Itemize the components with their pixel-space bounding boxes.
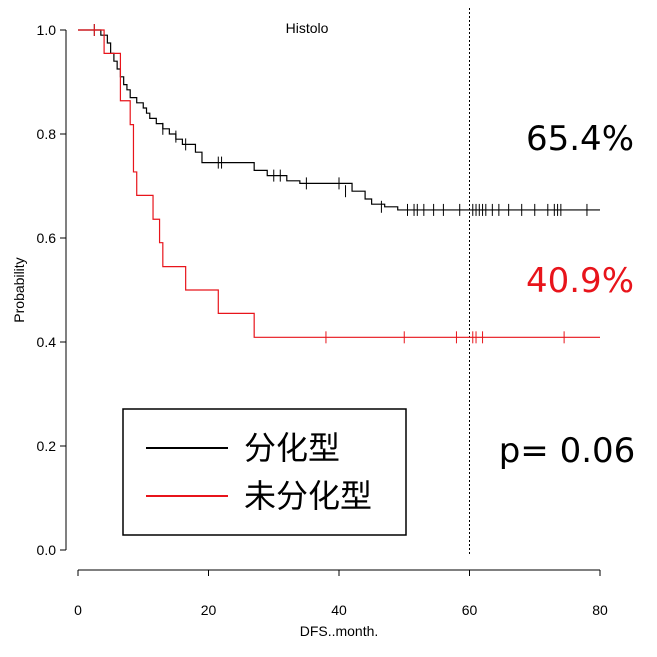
- y-tick-label: 0.0: [37, 542, 57, 558]
- x-tick-label: 20: [201, 602, 217, 618]
- x-axis-title: DFS..month.: [300, 623, 379, 639]
- chart-title: Histolo: [286, 20, 329, 36]
- y-ticks: 0.0 0.2 0.4 0.6 0.8 1.0: [37, 22, 66, 558]
- series-layer: [78, 24, 600, 344]
- x-ticks: 0 20 40 60 80: [74, 570, 608, 618]
- y-tick-label: 0.8: [37, 126, 57, 142]
- y-tick-label: 1.0: [37, 22, 57, 38]
- x-tick-label: 80: [592, 602, 608, 618]
- y-tick-label: 0.4: [37, 334, 57, 350]
- legend-box: [122, 408, 407, 536]
- x-tick-label: 0: [74, 602, 82, 618]
- series-end-label-1: 65.4%: [526, 119, 634, 159]
- km-curve-2: [78, 29, 600, 338]
- legend-label-1: 分化型: [244, 429, 340, 467]
- y-tick-label: 0.6: [37, 230, 57, 246]
- x-tick-label: 40: [331, 602, 347, 618]
- y-axis-title: Probability: [11, 257, 27, 322]
- legend-label-2: 未分化型: [244, 477, 372, 515]
- series-end-label-2: 40.9%: [526, 261, 634, 301]
- legend: 分化型 未分化型: [122, 408, 407, 536]
- x-tick-label: 60: [462, 602, 478, 618]
- p-value: p= 0.06: [499, 431, 636, 471]
- y-tick-label: 0.2: [37, 438, 57, 454]
